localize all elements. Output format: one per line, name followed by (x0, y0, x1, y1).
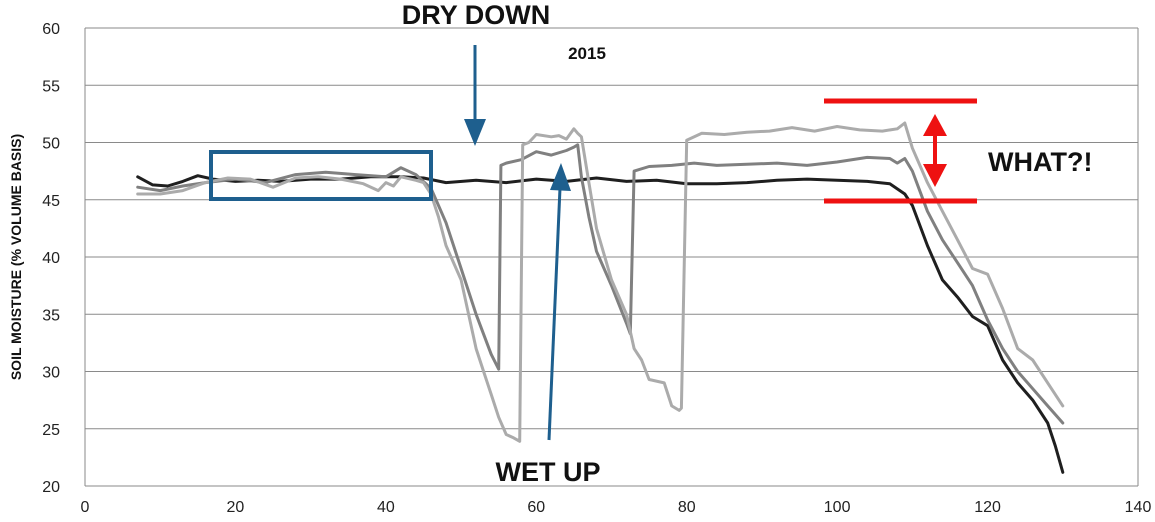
x-tick-100: 100 (824, 499, 851, 516)
grid-lines (84, 27, 1139, 487)
wet-up-arrowhead (550, 163, 571, 191)
wet-up-label: WET UP (496, 457, 601, 487)
y-tick-55: 55 (42, 78, 60, 95)
series-line-1 (136, 174, 1065, 474)
data-series (136, 121, 1065, 474)
x-tick-60: 60 (527, 499, 545, 516)
y-tick-50: 50 (42, 136, 60, 153)
y-tick-labels: 20 25 30 35 40 45 50 55 60 (42, 21, 60, 496)
y-tick-40: 40 (42, 250, 60, 267)
year-label: 2015 (568, 44, 606, 63)
wet-up-arrow (547, 187, 562, 441)
y-tick-30: 30 (42, 365, 60, 382)
x-tick-80: 80 (678, 499, 696, 516)
y-tick-60: 60 (42, 21, 60, 38)
y-axis-label: SOIL MOISTURE (% VOLUME BASIS) (8, 134, 24, 380)
flat-period-box (209, 150, 433, 201)
x-tick-40: 40 (377, 499, 395, 516)
y-tick-45: 45 (42, 193, 60, 210)
y-tick-20: 20 (42, 479, 60, 496)
x-tick-20: 20 (227, 499, 245, 516)
dry-down-arrowhead (464, 119, 486, 146)
x-tick-0: 0 (81, 499, 90, 516)
series-line-2 (136, 143, 1065, 425)
red-arrowhead-down (923, 164, 947, 187)
series-line-3 (136, 121, 1065, 443)
annotations: DRY DOWN 2015 WET UP WHAT?! (209, 0, 1092, 487)
y-tick-25: 25 (42, 422, 60, 439)
dry-down-label: DRY DOWN (402, 0, 551, 30)
x-tick-120: 120 (974, 499, 1001, 516)
x-tick-140: 140 (1125, 499, 1152, 516)
red-arrowhead-up (923, 114, 947, 136)
what-label: WHAT?! (988, 147, 1092, 177)
y-tick-35: 35 (42, 307, 60, 324)
x-tick-labels: 0 20 40 60 80 100 120 140 (81, 499, 1152, 516)
